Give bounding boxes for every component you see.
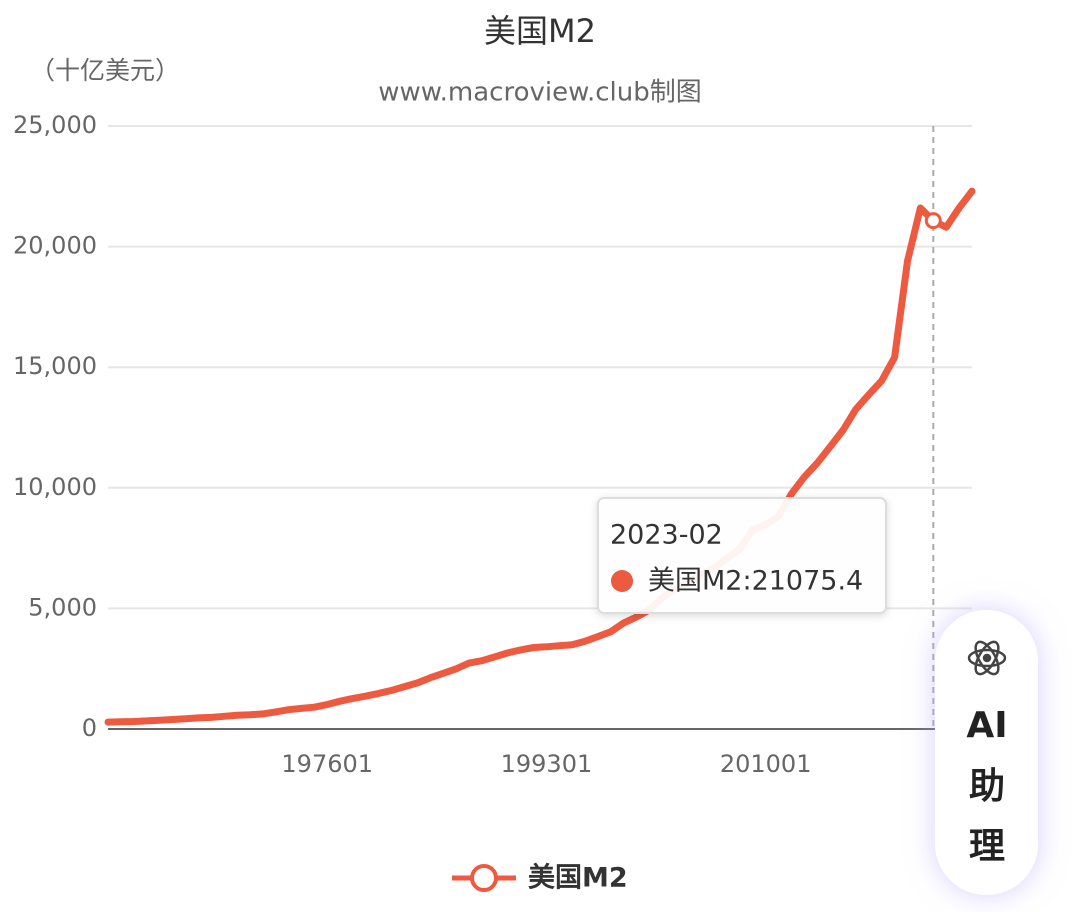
y-tick-label: 5,000 xyxy=(28,593,97,621)
x-tick-label: 197601 xyxy=(281,750,373,778)
atom-icon xyxy=(967,640,1007,676)
y-tick-label: 10,000 xyxy=(13,473,97,501)
button-bg xyxy=(935,610,1038,895)
y-unit: （十亿美元） xyxy=(30,56,180,85)
tooltip-date: 2023-02 xyxy=(610,520,723,551)
y-tick-label: 25,000 xyxy=(13,111,97,139)
legend-label: 美国M2 xyxy=(528,862,628,894)
hover-point xyxy=(924,212,942,230)
tooltip-box xyxy=(597,497,887,614)
ai-assistant-button[interactable]: AI 助 理 xyxy=(935,610,1038,895)
tooltip-dot xyxy=(611,570,633,592)
y-tick-label: 0 xyxy=(82,714,97,742)
x-tick-label: 201001 xyxy=(720,750,812,778)
button-text: 理 xyxy=(969,826,1005,867)
button-text: AI xyxy=(966,705,1007,746)
chart-title: 美国M2 xyxy=(484,12,596,50)
x-tick-label: 199301 xyxy=(501,750,593,778)
chart-subtitle: www.macroview.club制图 xyxy=(378,78,702,108)
button-text: 助 xyxy=(969,766,1005,807)
tooltip-text: 美国M2:21075.4 xyxy=(648,566,863,597)
y-tick-label: 20,000 xyxy=(13,232,97,260)
legend-marker xyxy=(470,864,498,892)
y-tick-label: 15,000 xyxy=(13,352,97,380)
series-line xyxy=(104,187,976,726)
